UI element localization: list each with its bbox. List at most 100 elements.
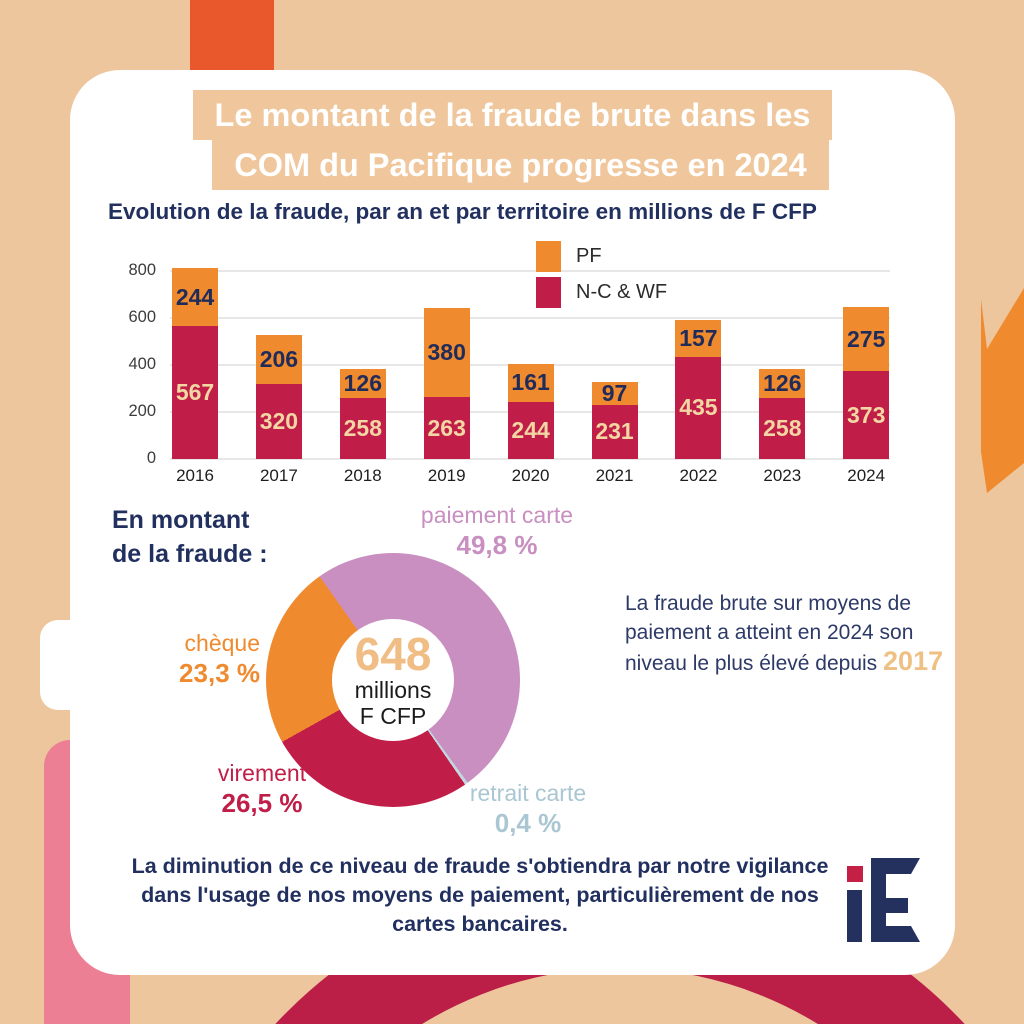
gridline bbox=[170, 317, 890, 319]
legend-label: N-C & WF bbox=[576, 281, 668, 303]
y-axis-tick: 0 bbox=[146, 449, 156, 467]
bar-segment-pf: 126 bbox=[759, 368, 806, 399]
legend-label: PF bbox=[576, 245, 602, 267]
donut-title-line-2: de la fraude : bbox=[112, 540, 268, 568]
bar-value-pf: 206 bbox=[259, 346, 299, 373]
slice-pct: 0,4 % bbox=[494, 807, 562, 838]
bar-value-nc-wf: 263 bbox=[427, 414, 466, 441]
slice-pct: 26,5 % bbox=[221, 787, 303, 818]
bar-2022: 157 435 bbox=[675, 319, 722, 459]
bar-value-nc-wf: 320 bbox=[259, 407, 299, 434]
donut-center-value: 648 bbox=[354, 628, 432, 680]
slice-name: paiement carte bbox=[420, 502, 574, 528]
insight-text: La fraude brute sur moyens de paiement a… bbox=[625, 590, 959, 679]
bar-2023: 126 258 bbox=[759, 368, 806, 459]
chart-subtitle: Evolution de la fraude, par an et par te… bbox=[108, 199, 817, 224]
decor-orange-rect bbox=[190, 0, 274, 70]
legend-item: PF bbox=[536, 241, 667, 272]
y-axis-tick: 600 bbox=[128, 308, 156, 326]
bar-2021: 97 231 bbox=[591, 379, 638, 459]
donut-center: 648 millions F CFP bbox=[332, 619, 454, 741]
bar-value-nc-wf: 244 bbox=[511, 416, 550, 443]
bar-segment-nc-wf: 435 bbox=[675, 356, 722, 459]
bar-value-nc-wf: 258 bbox=[763, 415, 802, 442]
bar-value-pf: 126 bbox=[763, 370, 802, 397]
bar-segment-pf: 157 bbox=[675, 319, 722, 357]
bar-segment-nc-wf: 320 bbox=[255, 383, 302, 459]
gridline bbox=[170, 458, 890, 460]
bar-segment-pf: 380 bbox=[423, 307, 470, 398]
logo-i-dot bbox=[847, 866, 863, 882]
bar-value-pf: 157 bbox=[679, 324, 718, 351]
footer-message: La diminution de ce niveau de fraude s'o… bbox=[131, 854, 829, 936]
x-axis-tick: 2023 bbox=[763, 466, 802, 485]
bar-value-pf: 126 bbox=[343, 370, 382, 397]
x-axis-tick: 2019 bbox=[427, 466, 466, 485]
content-card: Le montant de la fraude brute dans les C… bbox=[70, 70, 955, 975]
bar-segment-nc-wf: 373 bbox=[843, 371, 890, 459]
gridline bbox=[170, 270, 890, 272]
donut-center-unit-1: millions bbox=[354, 677, 432, 703]
logo-i-stem bbox=[847, 890, 862, 942]
bar-value-pf: 97 bbox=[601, 379, 628, 406]
bar-segment-nc-wf: 231 bbox=[591, 404, 638, 459]
donut-center-unit-2: F CFP bbox=[359, 703, 427, 729]
bar-segment-pf: 161 bbox=[507, 363, 554, 402]
slice-label-paiement-carte: paiement carte 49,8 % bbox=[387, 502, 607, 561]
legend-item: N-C & WF bbox=[536, 277, 667, 308]
bar-value-nc-wf: 258 bbox=[343, 415, 382, 442]
bar-value-pf: 275 bbox=[847, 325, 886, 352]
bar-segment-pf: 275 bbox=[843, 306, 890, 372]
slice-label-retrait-carte: retrait carte 0,4 % bbox=[408, 780, 648, 839]
bar-value-pf: 244 bbox=[175, 283, 215, 310]
slice-name: chèque bbox=[184, 630, 260, 656]
x-axis-tick: 2020 bbox=[511, 466, 550, 485]
decor-chevron-down-icon bbox=[981, 288, 1024, 493]
slice-label-cheque: chèque 23,3 % bbox=[126, 630, 260, 689]
insight-highlight-year: 2017 bbox=[883, 646, 944, 676]
bar-segment-pf: 244 bbox=[172, 268, 218, 326]
slice-pct: 23,3 % bbox=[179, 657, 260, 688]
bar-value-nc-wf: 231 bbox=[595, 418, 634, 445]
bar-segment-nc-wf: 258 bbox=[339, 398, 386, 459]
insight-body: La fraude brute sur moyens de paiement a… bbox=[625, 592, 914, 675]
bar-segment-pf: 206 bbox=[255, 335, 302, 384]
legend-swatch bbox=[536, 241, 561, 272]
slice-label-virement: virement 26,5 % bbox=[172, 760, 352, 819]
chart-legend: PF N-C & WF bbox=[536, 241, 667, 313]
legend-swatch bbox=[536, 277, 561, 308]
bar-value-nc-wf: 435 bbox=[679, 394, 718, 421]
bar-2016: 244 567 bbox=[172, 268, 218, 459]
y-axis-tick: 200 bbox=[128, 402, 156, 420]
bar-value-nc-wf: 373 bbox=[847, 401, 886, 428]
bar-2019: 380 263 bbox=[423, 307, 470, 459]
ie-logo bbox=[847, 858, 920, 942]
bar-2024: 275 373 bbox=[843, 306, 890, 459]
bar-2020: 161 244 bbox=[507, 363, 554, 459]
bar-segment-nc-wf: 567 bbox=[172, 325, 218, 459]
x-axis-tick: 2021 bbox=[595, 466, 634, 485]
x-axis-tick: 2022 bbox=[679, 466, 718, 485]
bar-chart: 0 200 400 600 800 244 567 2016 206 320 2017 126 258 2… bbox=[70, 70, 955, 975]
slice-name: virement bbox=[217, 760, 307, 786]
y-axis-tick: 400 bbox=[128, 355, 156, 373]
donut-title-line-1: En montant bbox=[112, 506, 250, 534]
x-axis-tick: 2017 bbox=[259, 466, 298, 485]
title-line-1: Le montant de la fraude brute dans les bbox=[192, 90, 833, 140]
bar-2018: 126 258 bbox=[339, 368, 386, 459]
title-banner: Le montant de la fraude brute dans les C… bbox=[70, 90, 955, 190]
bar-2017: 206 320 bbox=[255, 335, 302, 459]
bar-value-pf: 161 bbox=[511, 369, 550, 396]
bar-value-pf: 380 bbox=[427, 339, 466, 366]
bar-value-nc-wf: 567 bbox=[175, 378, 215, 405]
x-axis-tick: 2024 bbox=[847, 466, 886, 485]
bar-segment-nc-wf: 244 bbox=[507, 401, 554, 459]
slice-pct: 49,8 % bbox=[456, 529, 538, 560]
x-axis-tick: 2018 bbox=[343, 466, 382, 485]
title-line-2: COM du Pacifique progresse en 2024 bbox=[212, 140, 829, 190]
y-axis-tick: 800 bbox=[128, 261, 156, 279]
bar-segment-nc-wf: 263 bbox=[423, 397, 470, 459]
slice-name: retrait carte bbox=[469, 780, 587, 806]
donut-chart: 648 millions F CFP bbox=[266, 553, 520, 807]
